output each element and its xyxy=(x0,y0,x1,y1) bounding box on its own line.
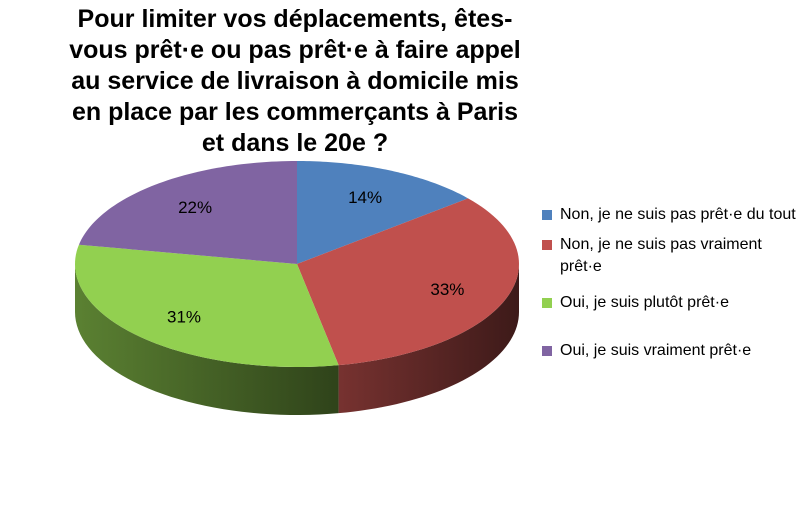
pie-label-0: 14% xyxy=(348,188,382,207)
legend-label-1: Non, je ne suis pas vraiment prêt·e xyxy=(560,236,762,275)
pie-slice-2 xyxy=(75,244,339,367)
pie-label-3: 22% xyxy=(178,198,212,217)
chart-title: Pour limiter vos déplacements, êtes-vous… xyxy=(69,5,521,157)
pie-slice-3 xyxy=(78,161,298,264)
pie-side-1 xyxy=(338,264,519,414)
legend-swatch-3 xyxy=(542,346,552,356)
pie-label-1: 33% xyxy=(430,280,464,299)
legend-item-1: Non, je ne suis pas vraiment prêt·e xyxy=(538,234,798,278)
pie-slice-0 xyxy=(297,161,469,264)
legend-label-2: Oui, je suis plutôt prêt·e xyxy=(560,294,729,311)
legend-item-3: Oui, je suis vraiment prêt·e xyxy=(538,340,798,362)
legend-item-0: Non, je ne suis pas prêt·e du tout xyxy=(538,204,798,226)
legend-label-3: Oui, je suis vraiment prêt·e xyxy=(560,342,752,359)
pie-label-2: 31% xyxy=(167,307,201,326)
legend-swatch-0 xyxy=(542,210,552,220)
pie-side-2 xyxy=(75,264,339,415)
legend-label-0: Non, je ne suis pas prêt·e du tout xyxy=(560,206,796,223)
legend: Non, je ne suis pas prêt·e du tout Non, … xyxy=(538,204,798,370)
legend-item-2: Oui, je suis plutôt prêt·e xyxy=(538,292,798,314)
pie-slice-1 xyxy=(297,198,519,366)
legend-swatch-2 xyxy=(542,298,552,308)
legend-swatch-1 xyxy=(542,240,552,250)
